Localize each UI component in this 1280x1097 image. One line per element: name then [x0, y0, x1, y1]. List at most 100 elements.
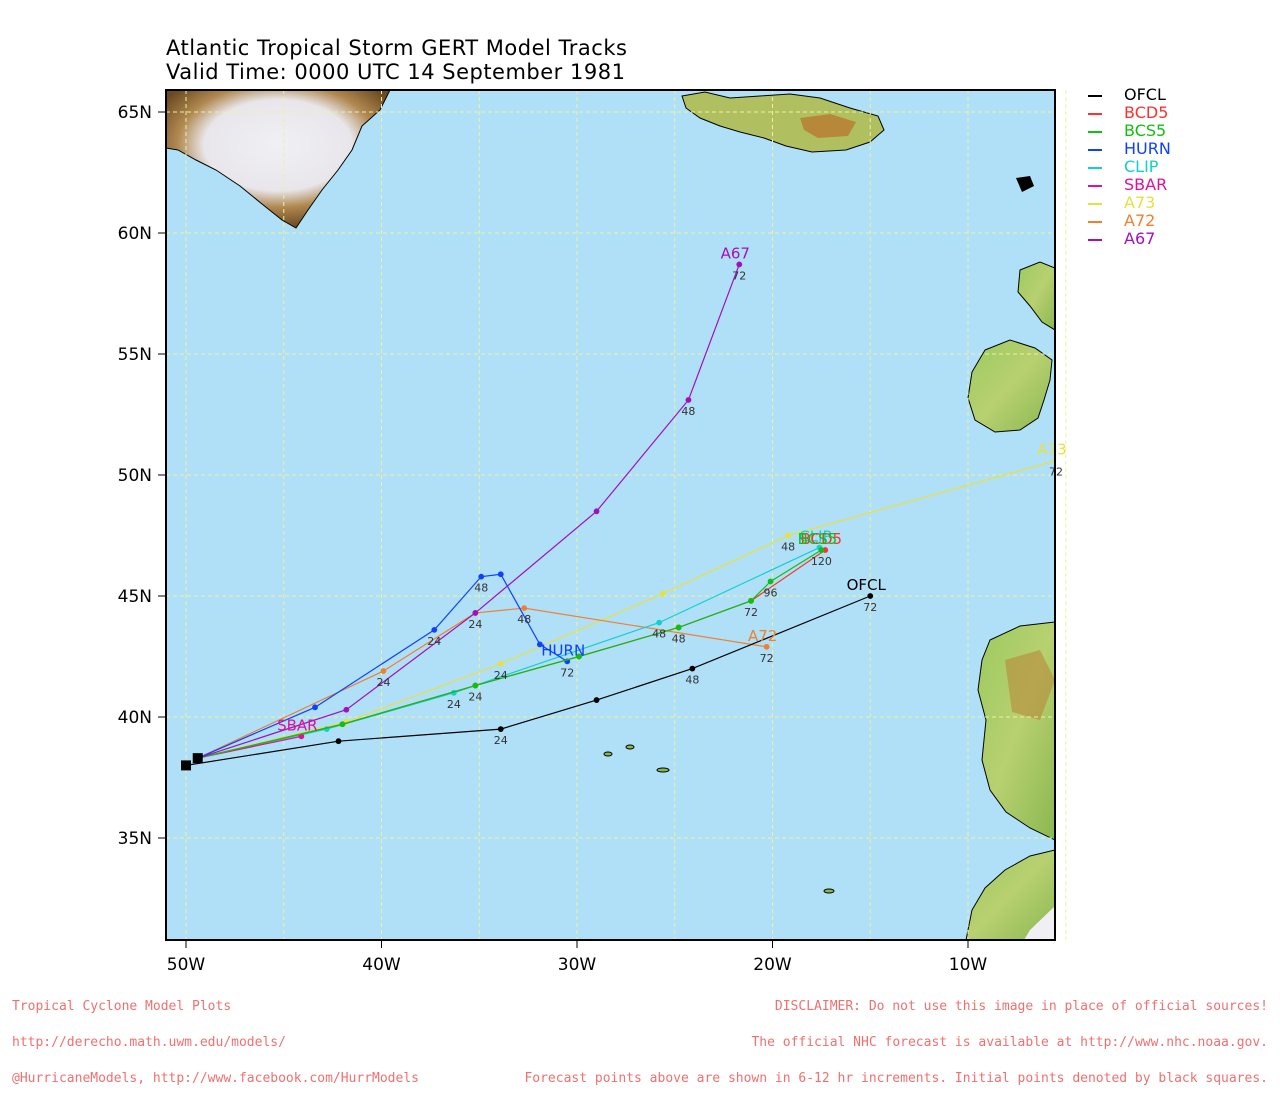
forecast-hour-label: 48 — [652, 628, 666, 641]
forecast-hour-label: 72 — [863, 601, 877, 614]
title-line-2: Valid Time: 0000 UTC 14 September 1981 — [166, 60, 626, 84]
track-point-a67 — [472, 610, 479, 616]
forecast-hour-label: 24 — [468, 691, 482, 704]
track-point-bcs5 — [748, 597, 754, 604]
chart-title: Atlantic Tropical Storm GERT Model Track… — [166, 36, 627, 84]
azores-island — [656, 767, 670, 773]
forecast-hour-label: 96 — [764, 586, 778, 599]
forecast-hour-label: 48 — [685, 674, 699, 687]
forecast-hour-label: 48 — [672, 632, 686, 645]
footer-right-line-2: The official NHC forecast is available a… — [751, 1035, 1268, 1050]
greenland — [166, 90, 391, 229]
legend-label: CLIP — [1124, 157, 1159, 176]
forecast-hour-label: 24 — [447, 698, 461, 711]
legend-label: BCS5 — [1124, 121, 1167, 140]
axis-ticks: 50W 40W 30W 20W 10W 65N 60N 55N 50N 45N 40N 35N — [118, 103, 988, 975]
track-point-a67 — [685, 397, 692, 403]
lat-tick-label: 35N — [118, 829, 152, 849]
legend-label: OFCL — [1124, 85, 1166, 104]
graticule — [166, 90, 1067, 940]
lat-tick-label: 65N — [118, 103, 152, 123]
legend-swatch — [1088, 167, 1102, 169]
track-point-a72 — [763, 643, 770, 650]
footer-right-line-3: Forecast points above are shown in 6-12 … — [524, 1071, 1268, 1086]
track-name-label: OFCL — [847, 576, 887, 594]
forecast-hour-label: 24 — [468, 618, 482, 631]
legend-swatch — [1088, 149, 1102, 151]
track-point-bcs5 — [767, 578, 774, 585]
track-name-label: A67 — [721, 244, 750, 262]
track-name-label: SBAR — [277, 716, 318, 734]
track-point-a72 — [521, 605, 528, 611]
lat-tick-label: 55N — [118, 345, 152, 365]
forecast-hour-label: 48 — [517, 613, 531, 626]
azores-island — [625, 744, 635, 750]
track-point-a73 — [497, 660, 504, 667]
legend-label: BCD5 — [1124, 103, 1169, 122]
track-point-a72 — [380, 668, 387, 674]
legend-swatch — [1088, 131, 1102, 133]
legend-swatch — [1088, 95, 1102, 97]
track-point-hurn — [497, 571, 504, 578]
footer-right: DISCLAIMER: Do not use this image in pla… — [524, 977, 1268, 1097]
footer-left-line-2: http://derecho.math.uwm.edu/models/ — [12, 1035, 286, 1050]
track-a67 — [197, 264, 740, 759]
madeira-island — [823, 888, 835, 894]
forecast-hour-label: 72 — [732, 269, 746, 282]
legend-label: SBAR — [1124, 175, 1168, 194]
track-point-hurn — [478, 573, 485, 580]
legend-swatch — [1088, 113, 1102, 115]
legend-swatch — [1088, 203, 1102, 205]
lon-tick-label: 10W — [949, 955, 988, 975]
track-point-bcs5 — [339, 721, 346, 728]
footer-left-line-1: Tropical Cyclone Model Plots — [12, 999, 232, 1014]
lat-tick-label: 50N — [118, 466, 152, 486]
track-point-a73 — [660, 590, 666, 597]
track-name-label: BCS5 — [798, 530, 838, 548]
legend-swatch — [1088, 239, 1102, 241]
track-point-ofcl — [593, 697, 600, 703]
track-point-clip — [656, 619, 663, 626]
track-point-bcs5 — [576, 653, 582, 660]
track-point-bcs5 — [818, 547, 825, 553]
footer-right-line-1: DISCLAIMER: Do not use this image in pla… — [774, 999, 1268, 1014]
lat-tick-label: 40N — [118, 708, 152, 728]
track-point-a67 — [593, 508, 600, 515]
track-a73 — [197, 460, 1055, 759]
forecast-hour-label: 72 — [760, 652, 774, 665]
track-point-hurn — [536, 641, 543, 648]
africa — [965, 849, 1055, 940]
track-point-a67 — [343, 706, 350, 713]
model-tracks — [181, 261, 1055, 771]
legend-label: HURN — [1124, 139, 1171, 158]
lon-tick-label: 40W — [362, 955, 401, 975]
forecast-hour-label: 120 — [811, 555, 832, 568]
track-point-ofcl — [335, 738, 342, 745]
track-name-label: A72 — [748, 627, 777, 645]
track-point-hurn — [431, 626, 438, 633]
lon-tick-label: 30W — [558, 955, 597, 975]
forecast-hour-label: 24 — [494, 669, 508, 682]
model-track-map: 24 48 72 A73 24 48 72 A72 24 48 CLIP 24 48 72 HURN SBAR… — [118, 89, 1067, 975]
track-point-a67 — [736, 261, 743, 268]
forecast-hour-label: 48 — [681, 405, 695, 418]
forecast-hour-label: 72 — [560, 666, 574, 679]
title-line-1: Atlantic Tropical Storm GERT Model Track… — [166, 36, 628, 60]
track-ofcl — [185, 595, 871, 766]
track-point-ofcl — [497, 726, 504, 732]
legend-label: A73 — [1124, 193, 1156, 212]
track-point-a73 — [785, 532, 792, 539]
forecast-hour-label: 72 — [744, 606, 758, 619]
forecast-hour-label: 24 — [427, 635, 441, 648]
track-point-bcs5 — [675, 624, 682, 631]
initial-point-marker — [192, 753, 203, 764]
lat-tick-label: 45N — [118, 587, 152, 607]
forecast-hour-label: 24 — [494, 734, 508, 747]
land-masses — [166, 90, 1055, 940]
track-name-label: A73 — [1037, 440, 1066, 458]
azores-island — [603, 751, 613, 757]
track-name-label: CLIP — [799, 528, 831, 546]
track-labels: 24 48 72 A73 24 48 72 A72 24 48 CLIP 24 48 72 HURN SBAR… — [277, 244, 1067, 747]
forecast-hour-label: 48 — [781, 541, 795, 554]
legend-label: A67 — [1124, 229, 1156, 248]
